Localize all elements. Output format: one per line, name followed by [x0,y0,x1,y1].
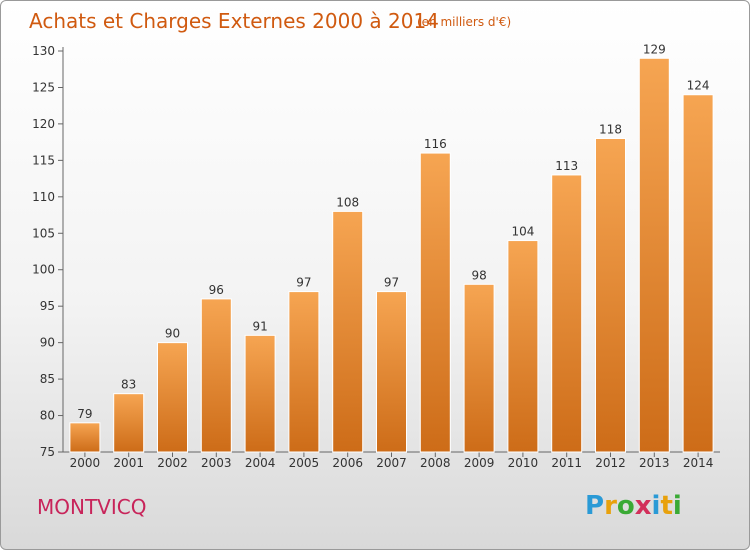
data-label: 97 [384,276,399,290]
data-label: 91 [252,319,267,333]
bar [419,152,451,453]
data-label: 97 [296,276,311,290]
x-tick-label: 2007 [376,456,407,470]
data-label: 116 [424,137,447,151]
bar [682,94,714,453]
y-tick-label: 90 [40,336,55,350]
x-tick-label: 2005 [289,456,320,470]
y-tick-label: 105 [32,226,55,240]
y-tick-label: 80 [40,409,55,423]
logo-letter: r [604,491,617,521]
x-tick-label: 2006 [332,456,363,470]
proxiti-logo: Proxiti [585,491,682,521]
y-tick-label: 100 [32,263,55,277]
x-tick-label: 2009 [464,456,495,470]
x-tick-label: 2002 [157,456,188,470]
y-tick-label: 95 [40,299,55,313]
x-tick-label: 2004 [245,456,276,470]
bar [463,283,495,453]
x-tick-label: 2011 [551,456,582,470]
y-tick-label: 115 [32,153,55,167]
bar [551,174,583,453]
bar [332,210,364,453]
bar [200,298,232,453]
logo-letter: t [660,491,673,521]
data-label: 118 [599,122,622,136]
y-tick-label: 85 [40,372,55,386]
logo-letter: x [634,491,652,521]
data-label: 108 [336,195,359,209]
x-tick-label: 2008 [420,456,451,470]
logo-letter: P [585,491,605,521]
bar [113,393,145,453]
axes: 75 80 85 90 95 100 105 110 115 120 125 130 2000 2001 2… [32,44,720,470]
y-tick-label: 130 [32,44,55,58]
y-tick-label: 125 [32,80,55,94]
bars: 79 83 90 96 91 97 108 97 116 98 104 113 118 129 124 [69,42,714,453]
bar [595,137,626,453]
x-tick-label: 2010 [508,456,539,470]
y-tick-label: 120 [32,117,55,131]
bar [376,291,407,453]
data-label: 113 [555,159,578,173]
data-label: 96 [209,283,224,297]
bar [69,422,101,453]
bar [157,342,188,453]
data-label: 104 [511,225,534,239]
logo-letter: o [616,491,635,521]
y-tick-label: 75 [40,445,55,459]
bar [638,57,670,453]
bar [288,291,320,453]
logo-letter: i [651,491,661,521]
x-tick-label: 2012 [595,456,626,470]
data-label: 90 [165,327,180,341]
data-label: 129 [643,42,666,56]
chart-subtitle: (en milliers d'€) [417,15,512,29]
data-label: 98 [471,268,486,282]
x-tick-label: 2001 [113,456,144,470]
y-tick-label: 110 [32,190,55,204]
logo-letter: i [672,491,682,521]
data-label: 83 [121,378,136,392]
data-label: 124 [687,79,710,93]
x-tick-label: 2003 [201,456,232,470]
x-tick-label: 2014 [683,456,714,470]
city-name: MONTVICQ [37,495,147,519]
data-label: 79 [77,407,92,421]
chart-title: Achats et Charges Externes 2000 à 2014 [29,9,439,33]
x-tick-label: 2013 [639,456,670,470]
bar [507,240,539,453]
x-tick-label: 2000 [70,456,101,470]
bar [244,334,276,453]
